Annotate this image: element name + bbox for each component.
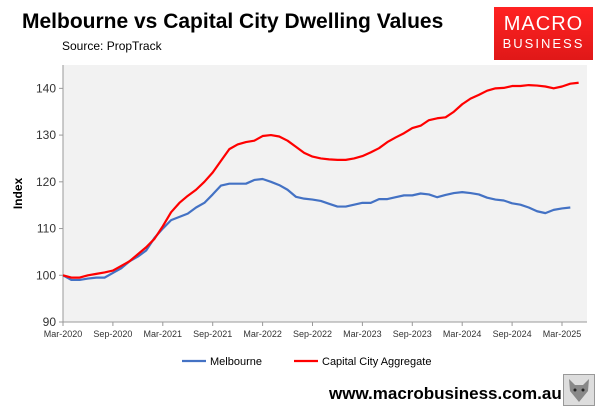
y-tick-label: 140 xyxy=(36,81,56,95)
wolf-logo-icon xyxy=(563,374,595,406)
chart-title: Melbourne vs Capital City Dwelling Value… xyxy=(22,10,444,33)
logo-line1: MACRO xyxy=(503,13,584,35)
x-tick-label: Sep-2020 xyxy=(93,329,132,339)
x-tick-label: Mar-2025 xyxy=(543,329,582,339)
x-tick-label: Mar-2020 xyxy=(44,329,83,339)
y-tick-label: 90 xyxy=(43,315,57,329)
legend-label: Melbourne xyxy=(210,356,262,368)
x-tick-label: Sep-2023 xyxy=(393,329,432,339)
series-line-capital-city-aggregate xyxy=(62,81,579,279)
plot-area xyxy=(63,65,587,322)
x-tick-label: Mar-2023 xyxy=(343,329,382,339)
website-url: www.macrobusiness.com.au xyxy=(329,384,562,403)
macrobusiness-logo: MACRO BUSINESS xyxy=(494,7,593,60)
x-tick-label: Sep-2022 xyxy=(293,329,332,339)
y-axis-label: Index xyxy=(11,178,25,210)
legend-label: Capital City Aggregate xyxy=(322,356,431,368)
y-tick-label: 130 xyxy=(36,128,56,142)
x-tick-label: Mar-2021 xyxy=(144,329,183,339)
x-tick-label: Sep-2021 xyxy=(193,329,232,339)
x-tick-label: Sep-2024 xyxy=(493,329,532,339)
source-label: Source: PropTrack xyxy=(62,39,162,53)
x-tick-label: Mar-2022 xyxy=(243,329,282,339)
y-tick-label: 120 xyxy=(36,175,56,189)
logo-line2: BUSINESS xyxy=(502,36,585,51)
series-line-melbourne xyxy=(62,177,571,282)
y-tick-label: 110 xyxy=(37,222,56,236)
x-tick-label: Mar-2024 xyxy=(443,329,482,339)
y-tick-label: 100 xyxy=(36,268,56,282)
